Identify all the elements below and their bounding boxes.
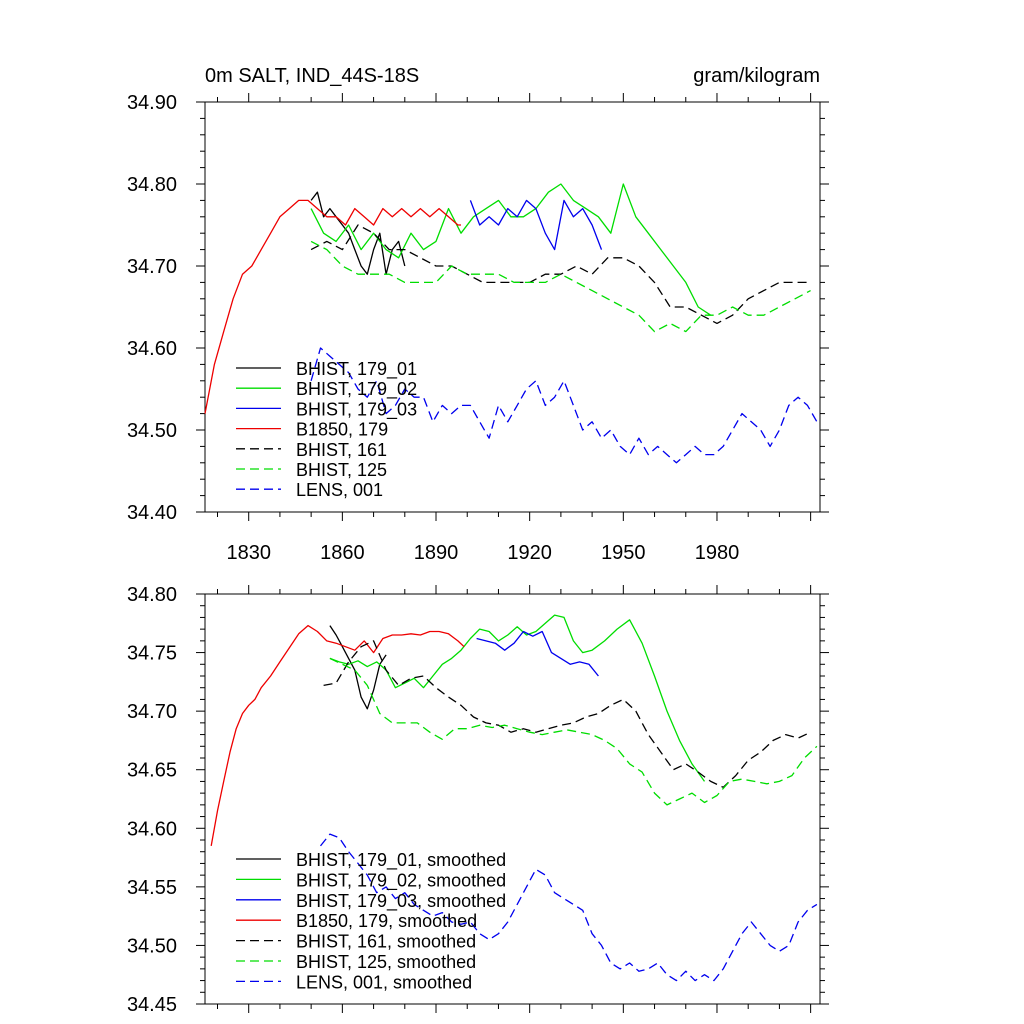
top-series-line-0	[310, 191, 406, 275]
top-legend-label: BHIST, 125	[296, 460, 387, 480]
top-y-tick-label: 34.50	[127, 420, 177, 442]
top-legend-label: B1850, 179	[296, 420, 388, 440]
top-series-line-2	[469, 199, 603, 251]
top-legend-label: LENS, 001	[296, 480, 383, 500]
top-plot-frame	[204, 101, 821, 513]
top-x-tick-label: 1920	[507, 542, 552, 564]
top-x-tick-label: 1860	[320, 542, 365, 564]
top-y-tick-label: 34.90	[127, 92, 177, 114]
bottom-legend-label: BHIST, 179_02, smoothed	[296, 870, 506, 891]
bottom-y-tick-label: 34.75	[127, 643, 177, 665]
bottom-legend-label: BHIST, 125, smoothed	[296, 952, 476, 972]
bottom-legend-label: B1850, 179, smoothed	[296, 911, 477, 931]
top-x-tick-label: 1890	[414, 542, 459, 564]
bottom-series-line-3	[210, 624, 465, 847]
bottom-legend-label: BHIST, 179_01, smoothed	[296, 850, 506, 871]
bottom-y-tick-label: 34.45	[127, 994, 177, 1016]
top-x-tick-label: 1830	[226, 542, 271, 564]
top-y-tick-label: 34.60	[127, 338, 177, 360]
top-legend-label: BHIST, 179_02	[296, 379, 417, 400]
top-y-tick-label: 34.70	[127, 256, 177, 278]
bottom-series-line-5	[329, 657, 818, 806]
bottom-y-tick-label: 34.50	[127, 935, 177, 957]
top-title: 0m SALT, IND_44S-18S	[205, 65, 419, 87]
bottom-y-tick-label: 34.65	[127, 760, 177, 782]
bottom-panel: 34.45 34.50 34.55 34.60 34.65 34.70 34.75 34.80…	[127, 584, 829, 1016]
bottom-legend-label: BHIST, 161, smoothed	[296, 932, 476, 952]
bottom-series-line-4	[323, 640, 811, 788]
top-series-line-5	[310, 240, 811, 333]
top-y-tick-label: 34.80	[127, 174, 177, 196]
bottom-series-line-0	[329, 625, 387, 710]
bottom-plot-frame	[204, 593, 821, 1005]
top-series-line-3	[204, 199, 461, 414]
top-panel: 0m SALT, IND_44S-18S gram/kilogram 1830 1…	[127, 65, 829, 564]
bottom-series-line-6	[319, 833, 818, 982]
bottom-series-line-2	[476, 630, 599, 677]
bottom-y-tick-label: 34.60	[127, 818, 177, 840]
bottom-series-line-1	[329, 614, 706, 782]
bottom-legend-label: LENS, 001, smoothed	[296, 972, 472, 992]
top-legend-label: BHIST, 179_03	[296, 399, 417, 420]
top-legend-label: BHIST, 179_01	[296, 359, 417, 380]
top-units: gram/kilogram	[693, 65, 820, 87]
top-y-tick-label: 34.40	[127, 502, 177, 524]
top-series-line-4	[310, 224, 811, 325]
top-series-line-1	[310, 183, 712, 316]
top-legend-label: BHIST, 161	[296, 440, 387, 460]
top-series-line-6	[310, 347, 818, 464]
bottom-y-tick-label: 34.70	[127, 701, 177, 723]
top-x-tick-label: 1950	[601, 542, 646, 564]
top-x-tick-label: 1980	[695, 542, 740, 564]
bottom-legend-label: BHIST, 179_03, smoothed	[296, 891, 506, 912]
bottom-y-tick-label: 34.55	[127, 877, 177, 899]
bottom-y-tick-label: 34.80	[127, 584, 177, 606]
